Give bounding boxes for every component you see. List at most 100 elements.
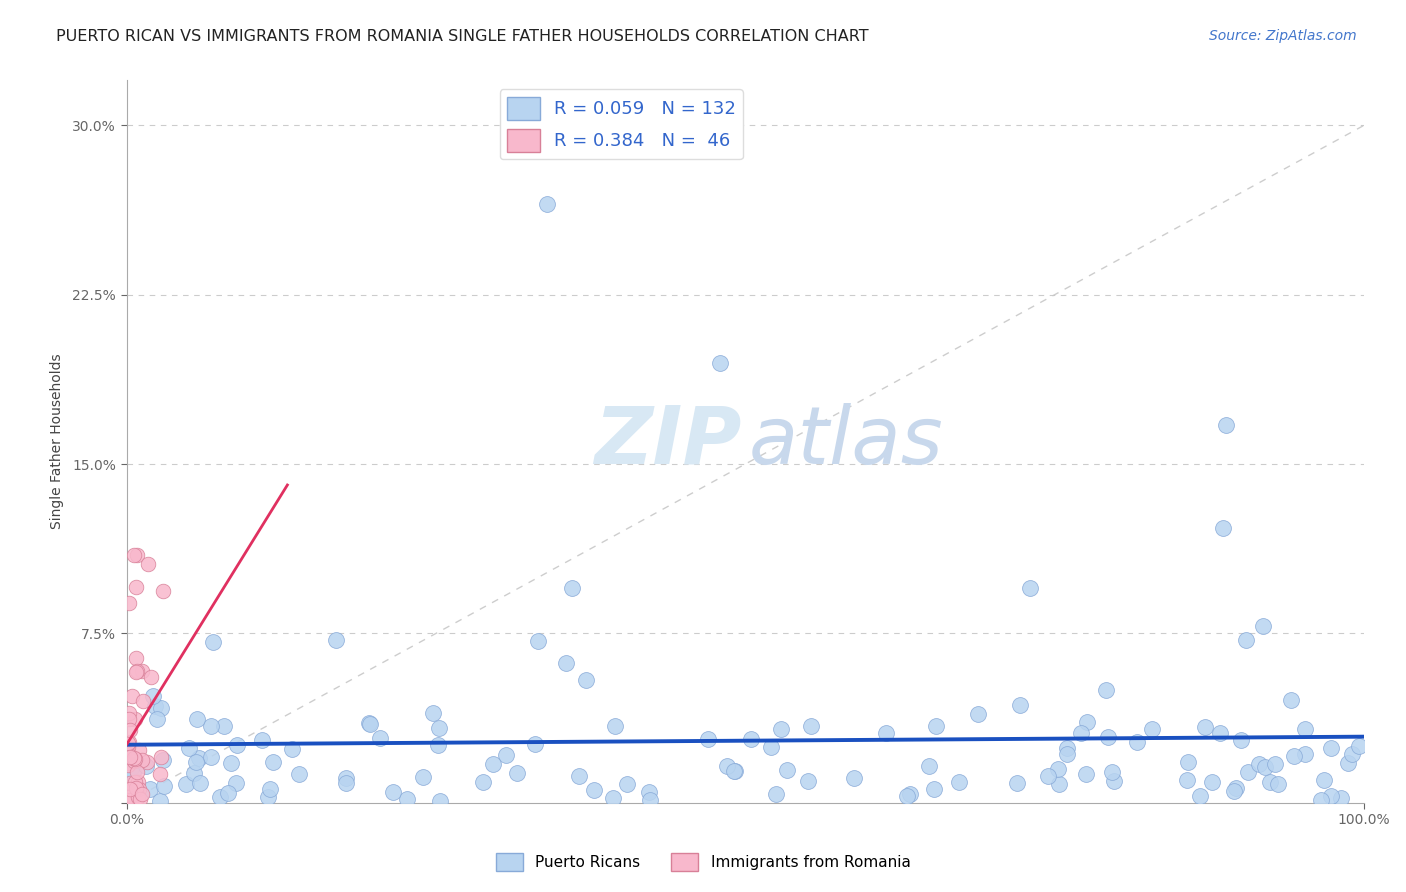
Point [922,781,945,796]
Legend: R = 0.059   N = 132, R = 0.384   N =  46: R = 0.059 N = 132, R = 0.384 N = 46 [499,89,744,159]
Point [1047,777,1070,791]
Point [118,596,141,610]
Point [125,651,148,665]
Point [1230,733,1253,747]
Y-axis label: Single Father Households: Single Father Households [51,354,63,529]
Point [1247,756,1270,771]
Point [135,759,157,773]
Point [1018,582,1040,596]
Point [142,689,165,703]
Point [1337,756,1360,771]
Point [125,548,148,562]
Point [568,769,591,783]
Point [966,706,988,721]
Point [638,793,661,807]
Point [118,776,141,790]
Point [709,355,731,369]
Point [1215,418,1237,433]
Point [127,664,149,678]
Point [131,788,153,802]
Point [797,773,820,788]
Point [125,665,148,680]
Point [602,791,624,805]
Point [1282,749,1305,764]
Point [527,634,550,648]
Point [1101,764,1123,779]
Point [120,793,142,807]
Text: ZIP: ZIP [595,402,741,481]
Point [132,694,155,708]
Point [150,750,173,764]
Point [898,787,921,801]
Point [1320,741,1343,756]
Point [118,735,141,749]
Point [143,698,166,713]
Point [759,740,782,755]
Point [217,786,239,800]
Point [875,726,897,740]
Point [697,731,720,746]
Point [122,754,145,768]
Point [368,731,391,745]
Point [225,776,247,790]
Point [120,750,142,764]
Point [186,712,208,726]
Point [153,779,176,793]
Text: PUERTO RICAN VS IMMIGRANTS FROM ROMANIA SINGLE FATHER HOUSEHOLDS CORRELATION CHA: PUERTO RICAN VS IMMIGRANTS FROM ROMANIA … [56,29,869,44]
Point [186,755,208,769]
Point [118,793,141,807]
Point [1320,789,1343,803]
Point [561,582,583,596]
Point [335,771,357,785]
Point [120,789,142,804]
Point [118,781,141,796]
Point [1201,775,1223,789]
Point [129,792,152,806]
Point [554,656,576,670]
Point [1095,683,1118,698]
Point [200,750,222,764]
Point [212,719,235,733]
Point [221,756,243,771]
Point [136,755,159,769]
Point [1212,521,1234,535]
Point [583,783,606,797]
Point [117,747,139,761]
Point [125,765,148,780]
Point [125,580,148,594]
Point [765,787,787,801]
Point [281,741,304,756]
Point [1177,756,1199,770]
Point [125,781,148,796]
Point [1310,793,1333,807]
Point [124,752,146,766]
Point [426,739,449,753]
Point [188,776,211,790]
Point [259,781,281,796]
Point [183,766,205,780]
Point [844,771,866,785]
Point [605,719,627,733]
Point [149,767,172,781]
Point [121,689,143,703]
Point [138,558,160,572]
Point [120,723,142,737]
Point [1330,791,1353,805]
Point [179,741,201,756]
Point [117,756,139,770]
Point [117,757,139,772]
Point [1056,747,1078,762]
Point [127,774,149,789]
Point [1294,722,1316,736]
Point [1294,747,1316,762]
Point [396,792,419,806]
Point [637,785,659,799]
Point [1074,766,1097,780]
Point [1237,764,1260,779]
Point [1253,760,1275,774]
Point [122,548,145,562]
Point [122,764,145,779]
Point [208,789,231,804]
Point [422,706,444,720]
Point [723,764,745,778]
